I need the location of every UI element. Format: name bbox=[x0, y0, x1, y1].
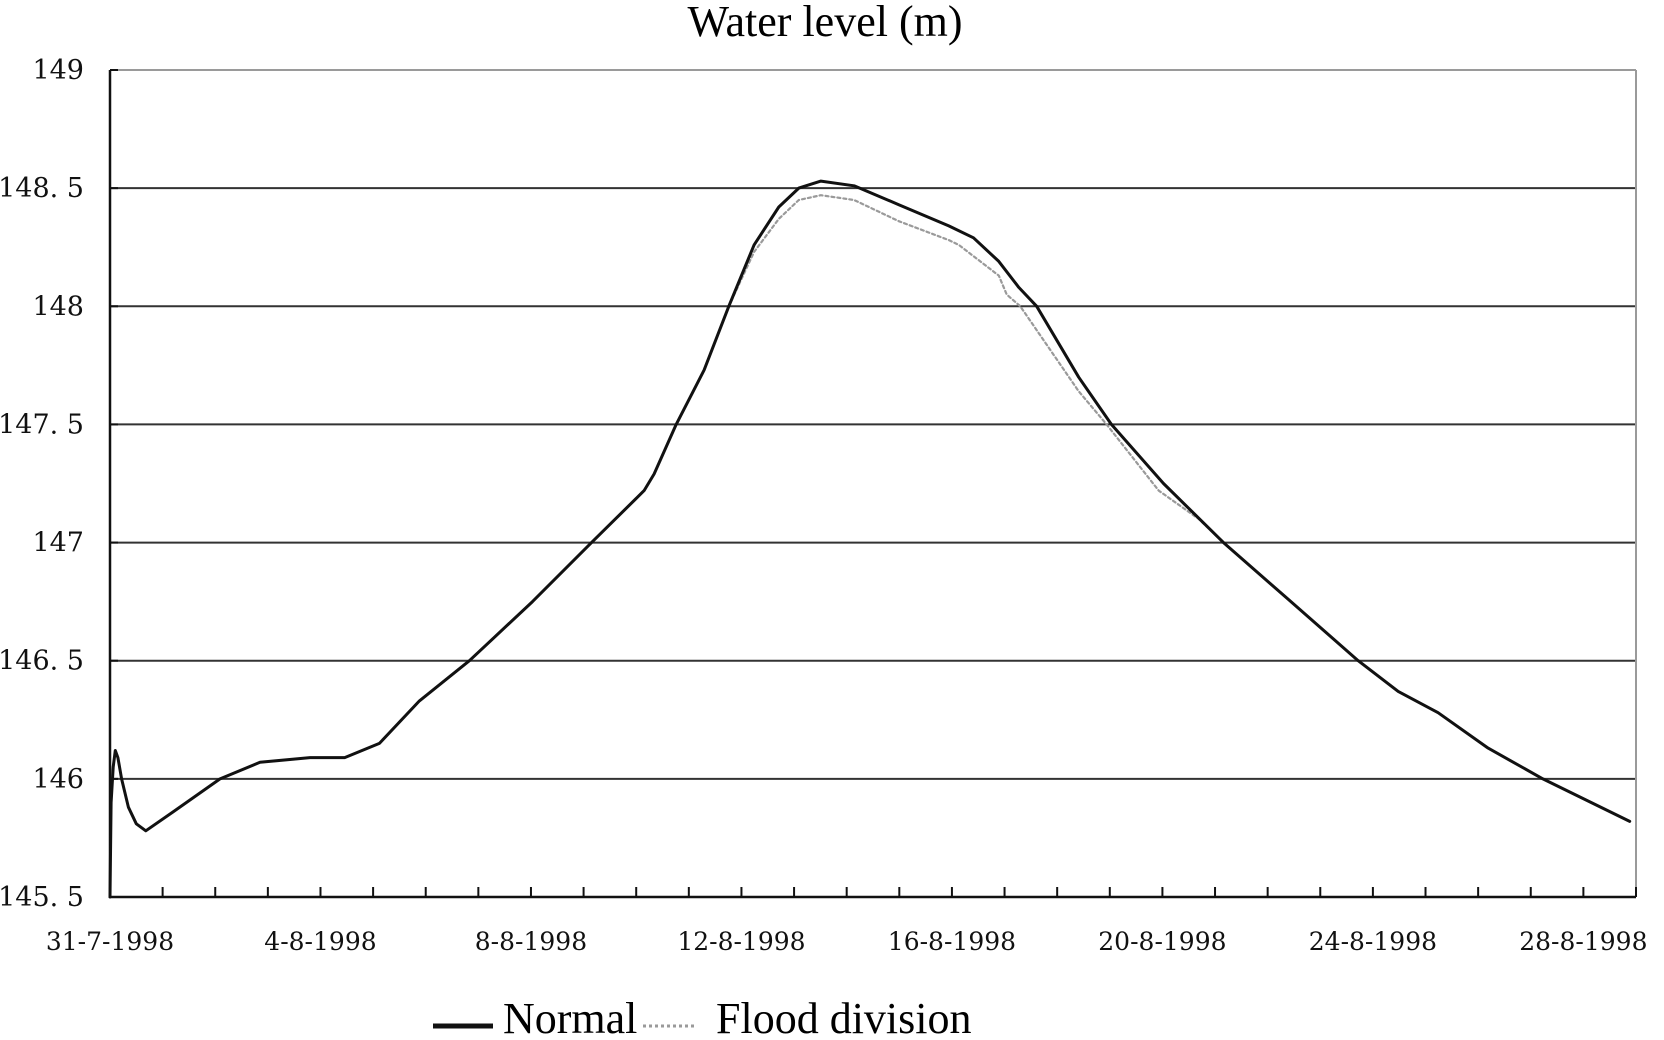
x-tick-label: 4-8-1998 bbox=[264, 927, 376, 956]
y-tick-label: 146. 5 bbox=[0, 646, 84, 677]
chart-title: Water level (m) bbox=[688, 0, 963, 46]
x-tick-label: 20-8-1998 bbox=[1098, 927, 1226, 956]
x-axis: 31-7-1998 4-8-1998 8-8-1998 12-8-1998 16-8-1… bbox=[46, 887, 1648, 956]
series-line-normal bbox=[108, 179, 1632, 899]
y-tick-label: 146 bbox=[32, 764, 84, 795]
series-lines bbox=[108, 179, 1632, 899]
x-tick-label: 24-8-1998 bbox=[1309, 927, 1437, 956]
x-tick-label: 12-8-1998 bbox=[677, 927, 805, 956]
x-tick-label: 16-8-1998 bbox=[888, 927, 1016, 956]
y-tick-label: 145. 5 bbox=[0, 882, 84, 913]
y-axis: 145. 5 146 146. 5 147 147. 5 148 148. 5 149 bbox=[0, 55, 118, 913]
legend: Normal Flood division bbox=[433, 994, 972, 1040]
legend-label-flood-division: Flood division bbox=[716, 994, 972, 1040]
legend-label-normal: Normal bbox=[503, 994, 637, 1040]
gridlines bbox=[110, 187, 1636, 780]
plot-frame bbox=[110, 69, 1637, 897]
y-tick-label: 148. 5 bbox=[0, 173, 84, 204]
x-tick-label: 28-8-1998 bbox=[1519, 927, 1647, 956]
y-tick-label: 149 bbox=[32, 55, 84, 86]
series-line-flood-division bbox=[727, 194, 1225, 544]
x-tick-label: 8-8-1998 bbox=[475, 927, 587, 956]
y-tick-label: 148 bbox=[32, 291, 84, 322]
y-tick-label: 147. 5 bbox=[0, 409, 84, 440]
x-tick-label: 31-7-1998 bbox=[46, 927, 174, 956]
y-tick-label: 147 bbox=[32, 528, 84, 559]
